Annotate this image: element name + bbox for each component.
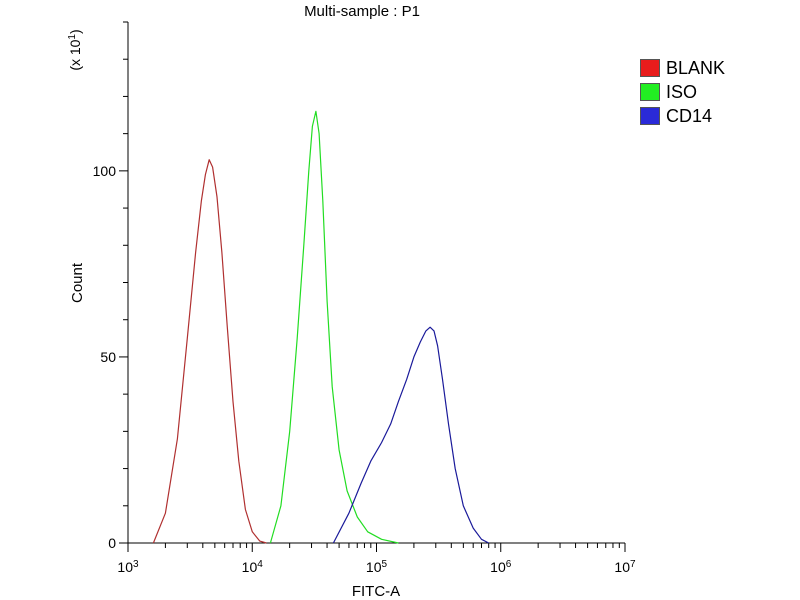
x-tick-label: 104 (242, 559, 264, 576)
series-line-blank (152, 159, 267, 544)
legend-swatch-blank (640, 59, 660, 77)
series-line-cd14 (332, 326, 489, 544)
legend-item-iso: ISO (640, 80, 725, 104)
legend-label-iso: ISO (666, 81, 698, 102)
y-axis-title: Count (69, 262, 86, 303)
x-tick-label: 103 (117, 559, 139, 576)
x-ticks: 103 104 105 106 107 (117, 543, 636, 575)
legend: BLANK ISO CD14 (640, 56, 725, 128)
y-multiplier-exp: 1 (67, 34, 78, 40)
x-tick-label: 106 (490, 559, 512, 576)
x-tick-label: 107 (614, 559, 636, 576)
x-axis-title: FITC-A (352, 583, 400, 600)
svg-text:(x 101): (x 101) (67, 29, 84, 70)
y-multiplier-prefix: (x 10 (67, 39, 83, 70)
y-multiplier-close: ) (67, 29, 83, 34)
y-tick-label: 100 (93, 163, 117, 179)
chart-title: Multi-sample : P1 (304, 3, 420, 20)
y-tick-label: 0 (108, 535, 116, 551)
y-multiplier: (x 101) (67, 29, 84, 70)
legend-item-cd14: CD14 (640, 104, 725, 128)
y-ticks: 0 50 100 (93, 21, 128, 551)
x-tick-label: 105 (366, 559, 388, 576)
series-line-iso (269, 110, 399, 544)
y-tick-label: 50 (100, 349, 116, 365)
legend-swatch-iso (640, 83, 660, 101)
legend-label-blank: BLANK (666, 57, 726, 78)
legend-item-blank: BLANK (640, 56, 725, 80)
legend-label-cd14: CD14 (666, 105, 713, 126)
legend-swatch-cd14 (640, 107, 660, 125)
series-layer (152, 110, 489, 544)
